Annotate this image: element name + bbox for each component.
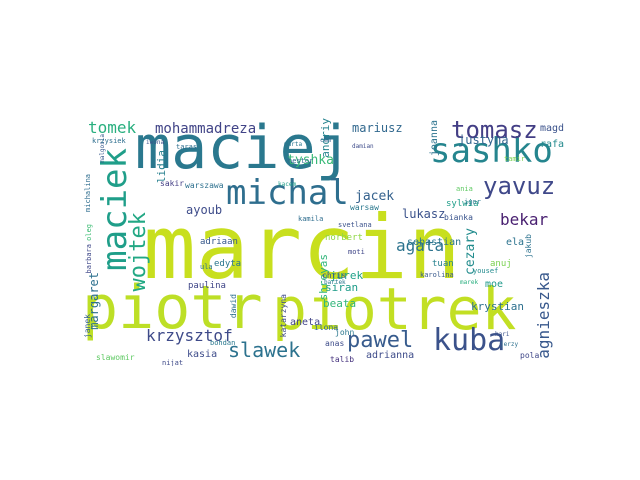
word-paulina: paulina: [188, 281, 226, 291]
word-slawek: slawek: [228, 338, 301, 362]
word-krystian: krystian: [471, 300, 524, 313]
word-tuan: tuan: [432, 259, 454, 269]
word-taras: taras: [176, 143, 198, 151]
word-ula: ula: [200, 263, 213, 271]
word-dawid: dawid: [229, 294, 238, 319]
word-bekar: bekar: [500, 210, 549, 229]
word-norbert: norbert: [325, 233, 363, 243]
word-igor: igor: [464, 198, 481, 206]
word-marta: marta: [284, 141, 303, 148]
word-yousef: yousef: [473, 267, 499, 275]
word-oleg: oleg: [85, 224, 93, 241]
word-piotrek: piotrek: [272, 275, 517, 343]
word-aneta: aneta: [290, 317, 321, 328]
word-bohdan: bohdan: [210, 339, 236, 347]
word-edyta: edyta: [214, 259, 242, 269]
word-beata: beata: [323, 297, 357, 310]
word-michalina: michalina: [84, 174, 92, 212]
word-svetlana: svetlana: [338, 221, 372, 229]
word-damian: damian: [352, 143, 374, 150]
word-jerzy: jerzy: [500, 341, 519, 348]
word-moti: moti: [348, 248, 365, 256]
word-kacem: kacem: [278, 181, 297, 188]
word-kasia: kasia: [187, 349, 218, 360]
word-jacek: jacek: [355, 189, 395, 204]
word-nijat: nijat: [162, 359, 184, 367]
word-talib: talib: [330, 355, 355, 364]
word-ania: ania: [456, 185, 473, 193]
word-yavuz: yavuz: [483, 172, 556, 200]
word-kuba: kuba: [433, 323, 506, 358]
word-piotr: piotr: [82, 273, 263, 343]
word-sashko: sashko: [430, 131, 553, 171]
word-lukasz: lukasz: [402, 207, 446, 221]
word-michal: michal: [226, 173, 349, 213]
word-rafal: rafal: [540, 139, 564, 150]
word-tomek: tomek: [88, 118, 137, 137]
word-marcin: marcin: [143, 196, 461, 299]
word-anas: anas: [325, 339, 345, 348]
word-chris: chris: [322, 271, 347, 280]
word-slawomir: slawomir: [96, 353, 135, 362]
word-jakub: jakub: [524, 234, 533, 259]
word-adrianna: adrianna: [366, 350, 415, 361]
word-ela: ela: [506, 237, 525, 248]
word-warsaw: warsaw: [350, 203, 379, 212]
word-iwona: iwona: [146, 139, 165, 146]
word-bartek: bartek: [324, 279, 346, 286]
word-hari: hari: [495, 331, 510, 338]
word-mohammadreza: mohammadreza: [155, 121, 257, 137]
word-ilona: ilona: [314, 323, 339, 332]
word-siran: siran: [325, 281, 359, 294]
word-tamir: tamir: [504, 155, 526, 163]
word-pola: pola: [520, 351, 540, 360]
word-warszawa: warszawa: [185, 181, 224, 190]
word-marek: marek: [460, 279, 479, 286]
word-sylwia: sylwia: [446, 199, 479, 209]
word-agnieszka: agnieszka: [534, 272, 553, 359]
word-magda: magda: [540, 123, 564, 134]
word-john: john: [335, 328, 355, 337]
word-moe: moe: [485, 279, 504, 290]
word-katarzyna: katarzyna: [279, 294, 288, 338]
word-karolina: karolina: [420, 271, 454, 279]
word-maciej: maciej: [135, 113, 352, 183]
word-sebastian: sebastian: [407, 237, 462, 248]
word-pawel: pawel: [347, 328, 414, 353]
word-joanna: joanna: [429, 120, 440, 157]
word-krzysztof: krzysztof: [146, 326, 233, 345]
word-janek: janek: [83, 314, 92, 339]
word-krzysiek: krzysiek: [92, 137, 126, 145]
word-agata: agata: [396, 236, 445, 255]
word-kamila: kamila: [298, 215, 324, 223]
word-tyshka: tyshka: [287, 153, 334, 168]
word-wojtek: wojtek: [126, 212, 151, 292]
word-jurek: jurek: [330, 269, 364, 282]
word-bianka: bianka: [444, 213, 473, 222]
word-adriaan: adriaan: [200, 237, 238, 247]
word-cem: cem: [320, 137, 331, 144]
word-sakir: sakir: [160, 179, 185, 188]
word-nestor: nestor: [288, 157, 314, 165]
word-ayoub: ayoub: [186, 203, 223, 217]
word-tomasz: tomasz: [451, 116, 538, 144]
word-mariusz: mariusz: [352, 121, 403, 135]
word-anuj: anuj: [490, 259, 512, 269]
word-barbara: barbara: [85, 244, 93, 274]
word-cloud: marcin maciej piotr piotrek sashko macie…: [80, 104, 564, 366]
word-justyna: justyna: [458, 133, 509, 147]
